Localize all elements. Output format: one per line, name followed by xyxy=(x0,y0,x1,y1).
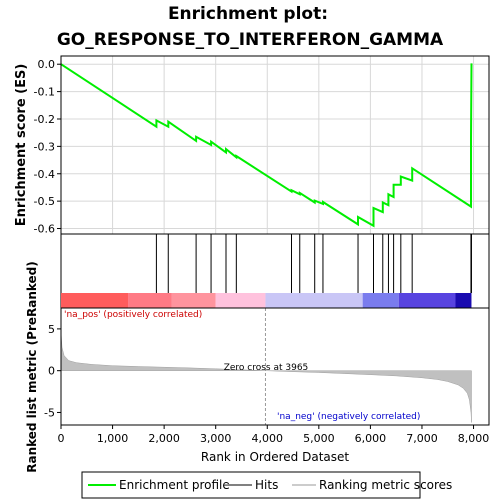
x-axis-label: Rank in Ordered Dataset xyxy=(201,450,349,464)
x-tick-label: 5,000 xyxy=(303,432,335,445)
metric-panel: 5 0 -5 'na_pos' (positively correlated) Ze… xyxy=(44,307,490,426)
es-y-tick-label: -0.2 xyxy=(34,113,55,126)
metric-panel-frame xyxy=(60,307,490,426)
x-tick-label: 7,000 xyxy=(406,432,438,445)
es-y-tick-label: -0.1 xyxy=(34,86,55,99)
es-y-axis-label: Enrichment score (ES) xyxy=(14,64,29,227)
na-neg-label: 'na_neg' (negatively correlated) xyxy=(277,412,420,422)
metric-y-tick-label: -5 xyxy=(44,406,55,419)
colorbar-segment xyxy=(171,293,216,308)
colorbar-segment xyxy=(455,293,472,308)
x-tick-label: 0 xyxy=(58,432,65,445)
chart-title-line-2: GO_RESPONSE_TO_INTERFERON_GAMMA xyxy=(57,30,444,50)
enrichment-profile-line xyxy=(60,63,473,228)
na-pos-label: 'na_pos' (positively correlated) xyxy=(64,310,202,320)
es-panel: 0.0 -0.1 -0.2 -0.3 -0.4 -0.5 -0.6 xyxy=(34,55,490,236)
es-gridlines xyxy=(60,56,489,234)
es-y-tick-label: 0.0 xyxy=(38,58,56,71)
es-y-tick-label: -0.5 xyxy=(34,195,55,208)
x-tick-label: 8,000 xyxy=(458,432,490,445)
colorbar-segment xyxy=(128,293,172,308)
legend-label-ranking-metric: Ranking metric scores xyxy=(319,478,452,492)
rank-colorbar xyxy=(61,293,472,308)
x-tick-label: 6,000 xyxy=(355,432,387,445)
x-axis-ticks: 0 1,000 2,000 3,000 4,000 5,000 6,000 7,000 8,00… xyxy=(58,425,490,445)
hit-markers xyxy=(155,234,472,293)
es-y-tick-label: -0.4 xyxy=(34,168,55,181)
es-y-ticks: 0.0 -0.1 -0.2 -0.3 -0.4 -0.5 -0.6 xyxy=(34,58,61,236)
es-y-tick-label: -0.6 xyxy=(34,223,55,236)
colorbar-segment xyxy=(265,293,363,308)
metric-y-ticks: 5 0 -5 xyxy=(44,323,61,419)
metric-y-tick-label: 0 xyxy=(48,365,55,378)
x-tick-label: 3,000 xyxy=(200,432,232,445)
metric-y-axis-label: Ranked list metric (PreRanked) xyxy=(25,261,39,473)
zero-cross-label: Zero cross at 3965 xyxy=(224,363,309,373)
chart-legend: Enrichment profile Hits Ranking metric s… xyxy=(81,471,452,499)
ranking-metric-area xyxy=(60,331,472,423)
legend-label-hits: Hits xyxy=(255,478,278,492)
colorbar-segment xyxy=(61,293,129,308)
x-tick-label: 2,000 xyxy=(148,432,180,445)
es-y-tick-label: -0.3 xyxy=(34,140,55,153)
colorbar-segment xyxy=(215,293,266,308)
legend-label-enrichment-profile: Enrichment profile xyxy=(119,478,230,492)
x-tick-label: 1,000 xyxy=(97,432,129,445)
chart-title-line-1: Enrichment plot: xyxy=(168,4,328,24)
metric-y-tick-label: 5 xyxy=(48,323,55,336)
colorbar-segment xyxy=(398,293,456,308)
colorbar-segment xyxy=(362,293,399,308)
x-tick-label: 4,000 xyxy=(252,432,284,445)
